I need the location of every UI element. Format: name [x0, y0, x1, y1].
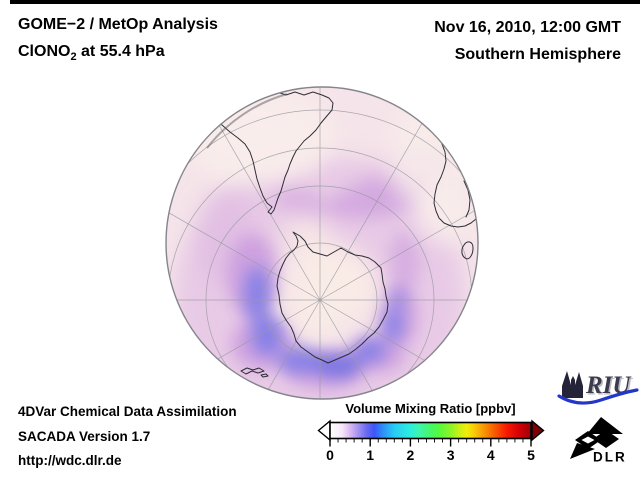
colorbar [317, 419, 545, 447]
dlr-text: DLR [593, 450, 627, 465]
wdc-url: http://wdc.dlr.de [18, 453, 122, 468]
colorbar-title: Volume Mixing Ratio [ppbv] [345, 401, 516, 416]
riu-logo: RIU RIU [557, 371, 639, 405]
colorbar-tick-label: 3 [446, 447, 455, 463]
graticule-meridian [199, 299, 321, 399]
graticule-meridian [319, 299, 441, 399]
colorbar-tick-labels: 0 1 2 3 4 5 [0, 447, 640, 463]
graticule-meridian [319, 179, 478, 301]
coastline-antarctica [276, 231, 389, 364]
pressure-level: at 55.4 hPa [76, 43, 165, 60]
colorbar-left-arrow [317, 419, 331, 442]
region-label: Southern Hemisphere [454, 46, 621, 63]
colorbar-tick-label: 5 [527, 447, 535, 463]
species-name: ClONO [18, 43, 71, 60]
globe-map [165, 86, 479, 400]
assimilation-label: 4DVar Chemical Data Assimilation [18, 404, 237, 419]
colorbar-gradient-bar [329, 421, 532, 440]
header-left: GOME−2 / MetOp Analysis ClONO2 at 55.4 h… [18, 11, 218, 71]
riu-text: RIU [585, 372, 632, 399]
colorbar-ticks [329, 439, 532, 447]
graticule-meridian [199, 91, 321, 301]
footer-credits: 4DVar Chemical Data Assimilation SACADA … [18, 400, 237, 474]
colorbar-tick-label: 2 [406, 447, 415, 463]
species-level-title: ClONO2 at 55.4 hPa [18, 38, 218, 71]
graticule-meridian [319, 299, 478, 399]
colorbar-tick-label: 0 [326, 447, 334, 463]
riu-wave-icon [557, 388, 639, 405]
globe-limb [165, 86, 479, 400]
coastline-africa-east [463, 180, 471, 218]
species-subscript: 2 [70, 51, 77, 64]
top-rule [10, 0, 640, 4]
analysis-title: GOME−2 / MetOp Analysis [18, 16, 218, 33]
globe-limb-shading [206, 93, 288, 149]
header-right: Nov 16, 2010, 12:00 GMT Southern Hemisph… [434, 14, 621, 68]
graticule-meridian [166, 179, 321, 301]
islands-small [430, 382, 450, 392]
dlr-star-icon [570, 417, 623, 459]
datetime-label: Nov 16, 2010, 12:00 GMT [434, 19, 621, 36]
version-label: SACADA Version 1.7 [18, 428, 151, 444]
island-madagascar [461, 241, 474, 260]
graticule-meridian [319, 91, 441, 301]
coastline-africa [433, 126, 477, 228]
colorbar-tick-label: 1 [366, 447, 375, 463]
dlr-logo: DLR [570, 417, 627, 465]
cologne-cathedral-icon [562, 371, 583, 398]
islands-south-atlantic [240, 367, 269, 378]
colorbar-tick-label: 4 [486, 447, 495, 463]
colorbar-right-arrow [531, 419, 545, 442]
